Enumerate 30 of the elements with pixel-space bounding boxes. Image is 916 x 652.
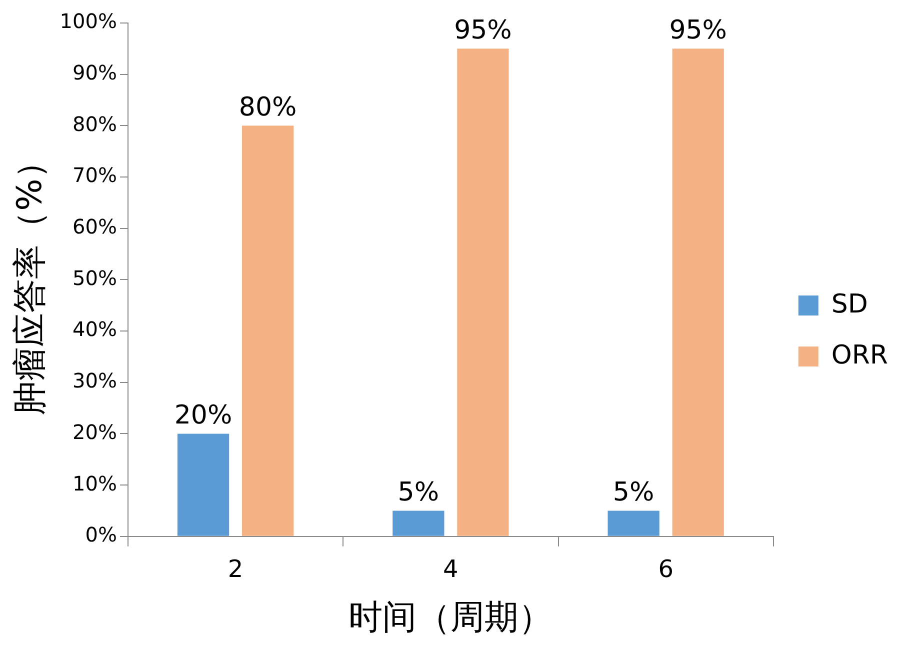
bar <box>457 48 509 536</box>
x-tick-label: 4 <box>443 555 458 584</box>
data-label: 95% <box>454 15 512 46</box>
legend-label: ORR <box>831 340 888 370</box>
legend-label: SD <box>831 289 868 320</box>
x-axis-title: 时间（周期） <box>348 597 553 638</box>
bar <box>608 510 660 536</box>
x-tick-label: 2 <box>228 555 244 584</box>
bar <box>392 510 444 536</box>
data-label: 5% <box>612 477 654 508</box>
y-tick-label: 10% <box>72 471 117 496</box>
data-label: 95% <box>669 15 728 46</box>
data-label: 20% <box>174 400 232 430</box>
y-tick-label: 0% <box>85 522 117 547</box>
data-label: 5% <box>398 477 440 508</box>
y-tick-label: 50% <box>72 266 117 290</box>
bar <box>177 434 230 536</box>
y-tick-label: 20% <box>72 420 117 444</box>
y-tick-label: 70% <box>72 163 117 188</box>
y-tick-label: 100% <box>60 9 117 34</box>
y-tick-label: 40% <box>72 317 117 342</box>
y-tick-label: 80% <box>72 112 117 136</box>
y-axis-title: 肿瘤应答率（%） <box>10 144 50 415</box>
y-tick-label: 60% <box>72 214 117 239</box>
y-tick-label: 90% <box>72 60 117 85</box>
y-tick-label: 30% <box>72 368 117 393</box>
bar <box>242 126 294 536</box>
bar <box>672 48 724 536</box>
x-tick-label: 6 <box>658 555 674 584</box>
data-label: 80% <box>238 92 297 122</box>
